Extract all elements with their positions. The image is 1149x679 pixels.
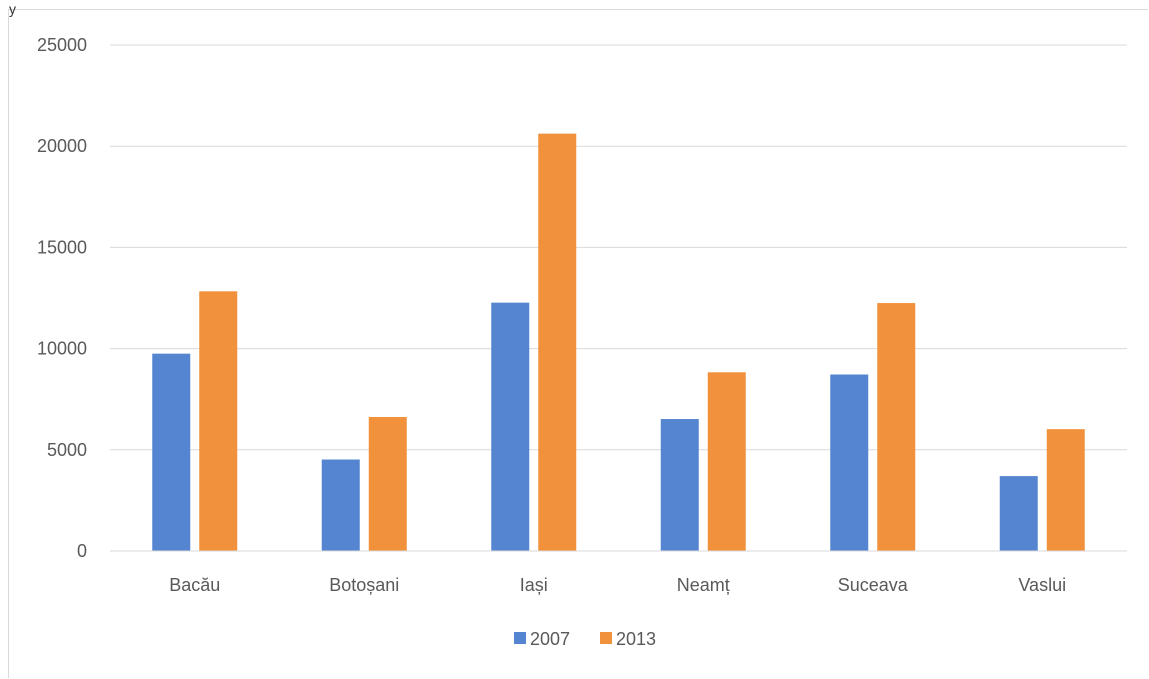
bars (152, 133, 1085, 552)
legend: 2007 2013 (514, 629, 656, 649)
legend-label: 2013 (616, 629, 656, 649)
x-category-label: Vaslui (1018, 575, 1066, 595)
bar-2007-3 (660, 419, 699, 551)
x-category-label: Bacău (169, 575, 220, 595)
legend-swatch-2013 (600, 632, 612, 644)
x-category-label: Botoșani (329, 575, 399, 595)
y-tick-label: 5000 (47, 440, 87, 460)
bar-2013-1 (368, 417, 407, 551)
clipped-header-glyph: y (9, 1, 16, 17)
legend-label: 2007 (530, 629, 570, 649)
y-tick-label: 15000 (37, 237, 87, 257)
y-tick-label: 25000 (37, 35, 87, 55)
y-tick-label: 20000 (37, 136, 87, 156)
bar-2007-5 (999, 476, 1038, 551)
y-tick-label: 0 (77, 541, 87, 561)
x-category-label: Neamț (677, 575, 730, 595)
legend-swatch-2007 (514, 632, 526, 644)
bar-2013-3 (707, 372, 746, 551)
bar-2013-5 (1046, 429, 1085, 551)
gridlines (110, 44, 1127, 451)
y-tick-label: 10000 (37, 339, 87, 359)
bar-2007-1 (321, 459, 360, 551)
bar-2013-4 (877, 303, 916, 551)
y-axis-tick-labels: 0 5000 10000 15000 20000 25000 (37, 35, 87, 561)
bar-2007-4 (830, 374, 869, 551)
bar-2007-0 (152, 353, 191, 551)
bar-2007-2 (491, 302, 530, 551)
x-axis-category-labels: Bacău Botoșani Iași Neamț Suceava Vaslui (169, 575, 1066, 595)
x-category-label: Suceava (838, 575, 909, 595)
bar-2013-2 (538, 133, 577, 552)
x-category-label: Iași (520, 575, 548, 595)
bar-2013-0 (199, 291, 238, 551)
chart-frame: y (8, 2, 1148, 678)
